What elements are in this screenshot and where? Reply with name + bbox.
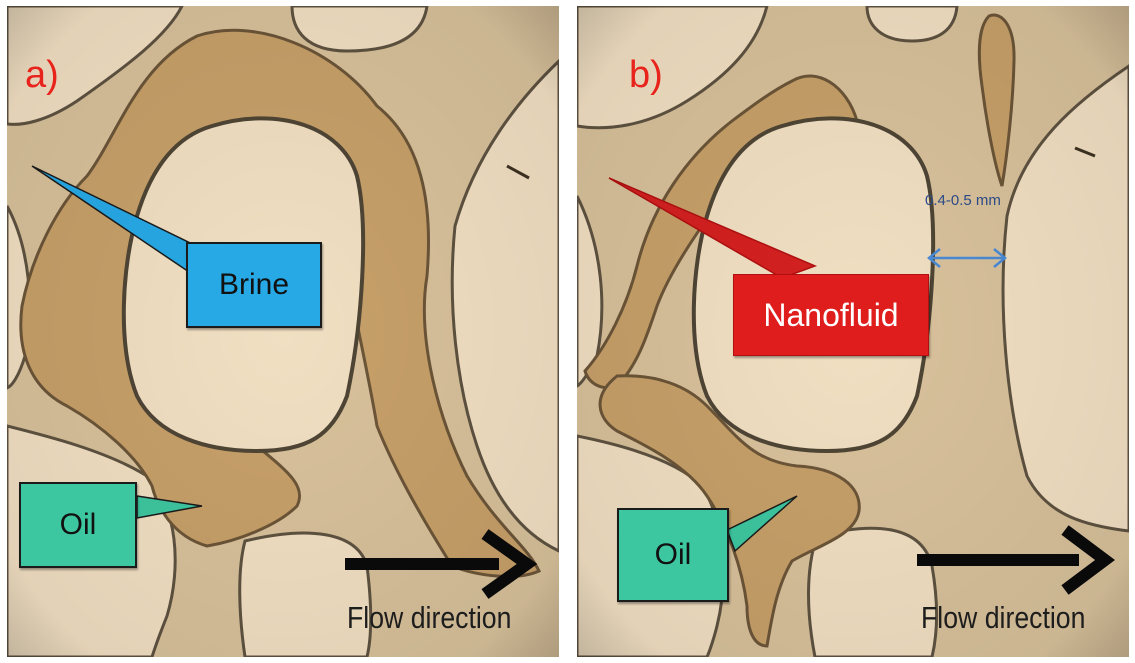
oil-label: Oil	[19, 482, 137, 568]
scale-label: 0.4-0.5 mm	[925, 192, 1001, 209]
panel-label: b)	[629, 54, 663, 96]
panel-label: a)	[25, 54, 59, 96]
flow-direction-label: Flow direction	[921, 600, 1086, 635]
micrograph-panel-a: a) Brine Oil Flow direction	[7, 6, 559, 657]
micrograph-panel-b: b) Nanofluid Oil 0.4-0.5 mm Flow directi…	[577, 6, 1129, 657]
nanofluid-label: Nanofluid	[733, 274, 929, 356]
flow-direction-label: Flow direction	[347, 600, 512, 635]
brine-label: Brine	[186, 242, 322, 328]
oil-label: Oil	[617, 508, 729, 602]
